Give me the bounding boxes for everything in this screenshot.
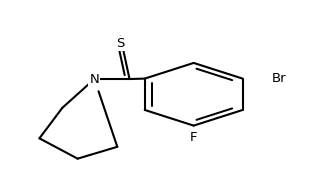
- Text: N: N: [90, 72, 99, 86]
- Text: Br: Br: [272, 72, 286, 85]
- Text: F: F: [190, 131, 197, 144]
- Text: S: S: [116, 37, 125, 50]
